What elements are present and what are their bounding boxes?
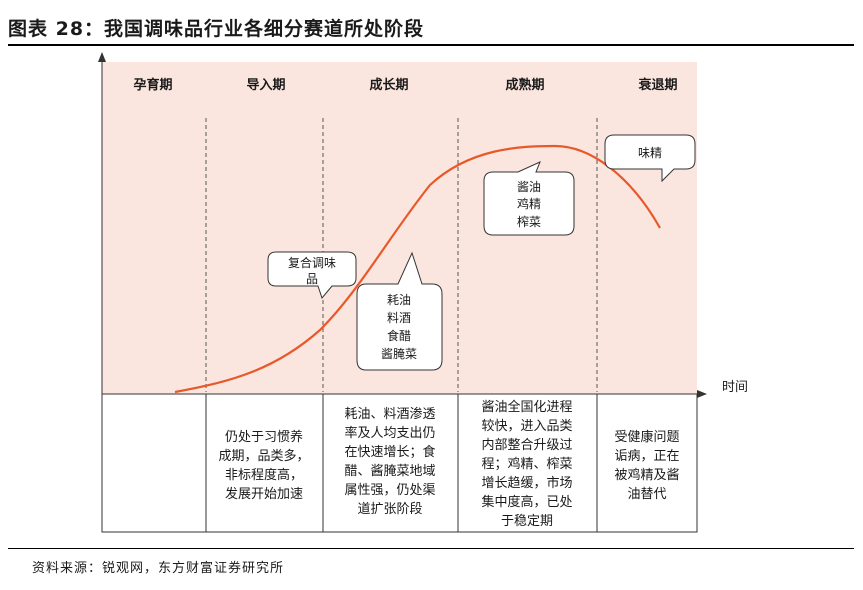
bubble-decline [604, 134, 696, 183]
bubble-mature [483, 161, 575, 236]
bubble-growth-line-3: 食醋 [387, 328, 411, 343]
desc-mature-line-5: 增长趋缓，市场 [481, 475, 572, 491]
desc-decline-line-1: 受健康问题 [614, 429, 679, 445]
bubble-growth-line-4: 酱腌菜 [381, 346, 417, 361]
bubble-compound-line-2: 品 [306, 272, 318, 286]
bubble-compound-line-1: 复合调味 [288, 255, 336, 270]
stage-label-mature: 成熟期 [505, 77, 544, 93]
desc-intro-line-2: 成期，品类多， [218, 448, 309, 464]
bubble-compound [267, 251, 357, 300]
desc-intro-line-4: 发展开始加速 [225, 486, 303, 502]
y-axis-arrow [98, 52, 106, 62]
title-rule [8, 44, 854, 46]
figure-title: 图表 28：我国调味品行业各细分赛道所处阶段 [8, 18, 425, 40]
desc-decline-line-2: 诟病，正在 [614, 449, 679, 464]
stage-label-intro: 导入期 [246, 78, 285, 93]
x-axis-label: 时间 [722, 380, 748, 395]
description-table [101, 393, 698, 533]
lifecycle-curve [174, 144, 661, 394]
bubble-mature-line-3: 榨菜 [517, 214, 541, 229]
desc-growth-line-2: 率及人均支出仍 [344, 425, 435, 441]
desc-decline-line-4: 油替代 [627, 487, 666, 502]
desc-growth-line-5: 属性强，仍处渠 [344, 483, 435, 498]
x-axis-arrow [697, 390, 707, 398]
desc-growth-line-4: 醋、酱腌菜地域 [344, 463, 435, 479]
source-rule [8, 548, 854, 549]
desc-growth-line-3: 在快速增长；食 [344, 444, 435, 460]
bubble-growth-line-2: 料酒 [387, 311, 411, 325]
desc-mature-line-3: 内部整合升级过 [481, 437, 572, 453]
source-note: 资料来源：锐观网，东方财富证券研究所 [32, 561, 285, 576]
bubble-growth-line-1: 耗油 [387, 293, 411, 307]
desc-mature-line-1: 酱油全国化进程 [481, 399, 572, 415]
desc-intro-line-3: 非标程度高， [225, 467, 303, 483]
desc-mature-line-6: 集中度高，已处 [481, 494, 572, 510]
desc-intro-line-1: 仍处于习惯养 [225, 429, 303, 445]
desc-mature-line-2: 较快，进入品类 [481, 419, 572, 434]
desc-mature-line-4: 程；鸡精、榨菜 [481, 456, 572, 472]
bubble-mature-line-1: 酱油 [517, 179, 541, 194]
stage-label-growth: 成长期 [369, 77, 408, 93]
desc-growth-line-6: 道扩张阶段 [357, 502, 422, 517]
desc-growth-line-1: 耗油、料酒渗透 [344, 407, 435, 422]
stage-label-gestation: 孕育期 [133, 77, 172, 93]
desc-mature-line-7: 于稳定期 [501, 513, 553, 529]
stage-label-decline: 衰退期 [637, 77, 677, 93]
bubble-growth [356, 251, 443, 371]
bubble-decline-line-1: 味精 [638, 146, 662, 160]
desc-decline-line-3: 被鸡精及酱 [614, 467, 679, 483]
bubble-mature-line-2: 鸡精 [517, 196, 541, 211]
